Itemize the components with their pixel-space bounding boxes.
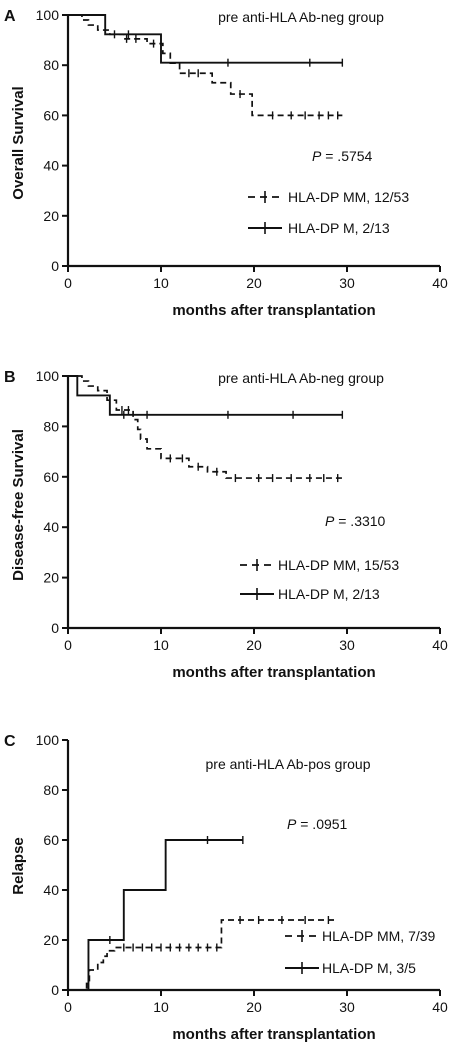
y-tick-label: 60	[43, 832, 59, 848]
x-tick-label: 0	[64, 999, 72, 1015]
y-tick-label: 0	[51, 982, 59, 998]
y-tick-label: 40	[43, 158, 59, 174]
y-tick-label: 20	[43, 208, 59, 224]
p-value-text: = .3310	[334, 513, 385, 529]
x-tick-label: 30	[339, 637, 355, 653]
series-line-m	[68, 14, 343, 64]
x-tick-label: 10	[153, 637, 169, 653]
x-tick-label: 40	[432, 275, 448, 291]
x-tick-label: 20	[246, 637, 262, 653]
x-axis-title: months after transplantation	[172, 302, 375, 319]
y-tick-label: 20	[43, 570, 59, 586]
panel-c: C 0 20 40 60 80 100 0 10 20 30 40 months after trans…	[4, 732, 448, 1043]
y-tick-label: 0	[51, 620, 59, 636]
x-tick-label: 20	[246, 275, 262, 291]
panel-letter: C	[4, 733, 16, 750]
x-tick-label: 30	[339, 275, 355, 291]
series-line-mm	[68, 919, 338, 991]
y-axis-title: Disease-free Survival	[10, 429, 27, 581]
x-tick-label: 0	[64, 637, 72, 653]
p-symbol: P	[325, 513, 335, 529]
y-tick-label: 60	[43, 107, 59, 123]
panel-b: B 0 20 40 60 80 100 0 10 20 30 40 months after trans…	[4, 368, 448, 681]
legend-label-m: HLA-DP M, 2/13	[288, 220, 390, 236]
y-tick-label: 0	[51, 258, 59, 274]
y-tick-label: 100	[36, 7, 60, 23]
y-tick-label: 100	[36, 368, 60, 384]
series-line-mm	[68, 14, 343, 117]
group-label: pre anti-HLA Ab-neg group	[218, 370, 384, 386]
x-axis-title: months after transplantation	[172, 1026, 375, 1043]
p-symbol: P	[312, 148, 322, 164]
x-tick-label: 30	[339, 999, 355, 1015]
y-tick-label: 60	[43, 469, 59, 485]
panel-letter: B	[4, 369, 16, 386]
legend-label-mm: HLA-DP MM, 15/53	[278, 557, 399, 573]
series-line-mm	[68, 375, 343, 479]
y-tick-label: 40	[43, 882, 59, 898]
x-tick-label: 40	[432, 637, 448, 653]
x-axis-title: months after transplantation	[172, 664, 375, 681]
y-tick-label: 80	[43, 418, 59, 434]
y-axis-title: Relapse	[10, 837, 27, 895]
p-value: P = .5754	[312, 148, 373, 164]
x-tick-label: 40	[432, 999, 448, 1015]
series-line-m	[68, 839, 243, 991]
p-value-text: = .0951	[296, 816, 347, 832]
legend-label-m: HLA-DP M, 2/13	[278, 586, 380, 602]
x-tick-label: 10	[153, 999, 169, 1015]
legend-label-mm: HLA-DP MM, 7/39	[322, 928, 436, 944]
group-label: pre anti-HLA Ab-pos group	[206, 756, 371, 772]
y-tick-label: 40	[43, 519, 59, 535]
p-value: P = .3310	[325, 513, 386, 529]
panel-letter: A	[4, 8, 16, 25]
x-tick-label: 10	[153, 275, 169, 291]
p-value-text: = .5754	[321, 148, 372, 164]
x-tick-label: 0	[64, 275, 72, 291]
group-label: pre anti-HLA Ab-neg group	[218, 9, 384, 25]
legend-label-m: HLA-DP M, 3/5	[322, 960, 416, 976]
y-tick-label: 100	[36, 732, 60, 748]
p-symbol: P	[287, 816, 297, 832]
y-tick-label: 20	[43, 932, 59, 948]
x-tick-label: 20	[246, 999, 262, 1015]
panel-a: A 0 20 40 60 80 100 0 10 20 30 40 months after trans…	[4, 7, 448, 319]
legend-label-mm: HLA-DP MM, 12/53	[288, 189, 409, 205]
p-value: P = .0951	[287, 816, 348, 832]
y-tick-label: 80	[43, 782, 59, 798]
y-axis-title: Overall Survival	[10, 86, 27, 199]
y-tick-label: 80	[43, 57, 59, 73]
series-line-m	[68, 375, 343, 416]
